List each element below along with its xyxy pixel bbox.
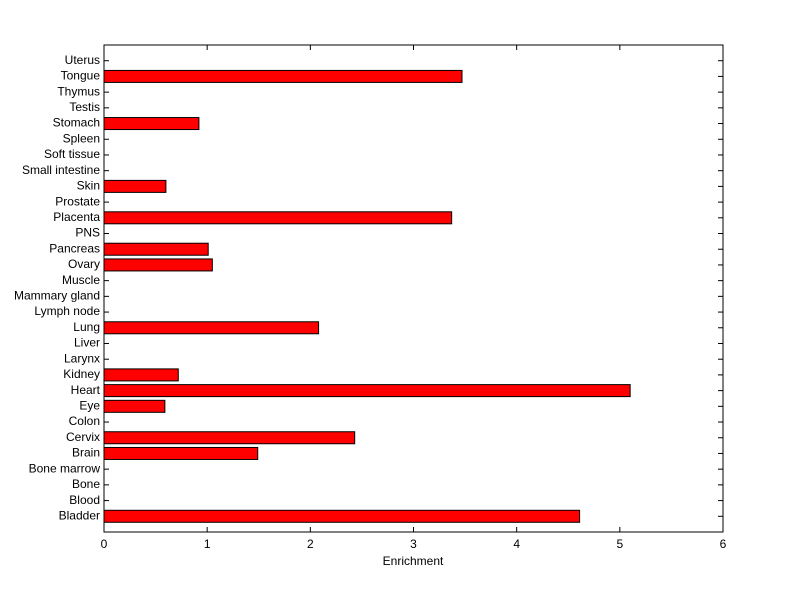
x-tick-label: 3 — [410, 537, 417, 551]
bar — [103, 117, 200, 131]
x-tick-label: 0 — [101, 537, 108, 551]
y-tick-label: Soft tissue — [44, 147, 100, 161]
y-tick-label: Colon — [69, 414, 100, 428]
bar — [103, 321, 320, 335]
bar — [103, 368, 179, 382]
y-tick-label: Placenta — [53, 210, 100, 224]
y-tick-label: Eye — [79, 398, 100, 412]
bar — [103, 384, 631, 398]
bar — [103, 258, 213, 272]
bar — [103, 179, 167, 193]
x-tick-label: 4 — [513, 537, 520, 551]
x-axis-label: Enrichment — [383, 554, 444, 568]
y-tick-label: Heart — [71, 383, 101, 397]
y-tick-label: Bladder — [59, 508, 100, 522]
y-tick-label: Tongue — [61, 69, 101, 83]
y-tick-label: Lung — [73, 320, 100, 334]
y-tick-label: Uterus — [65, 53, 100, 67]
y-tick-label: Thymus — [57, 84, 100, 98]
x-tick-label: 5 — [616, 537, 623, 551]
y-tick-label: Blood — [69, 493, 100, 507]
y-tick-label: Larynx — [64, 351, 100, 365]
y-tick-label: Testis — [69, 100, 100, 114]
x-tick-label: 1 — [204, 537, 211, 551]
y-tick-label: Lymph node — [34, 304, 100, 318]
y-tick-label: Liver — [74, 336, 100, 350]
bar — [103, 211, 453, 225]
y-tick-label: Brain — [72, 446, 100, 460]
bar — [103, 69, 463, 83]
y-tick-label: Cervix — [66, 430, 100, 444]
y-tick-label: Spleen — [63, 131, 100, 145]
y-tick-label: Skin — [77, 179, 100, 193]
y-tick-label: Mammary gland — [14, 289, 100, 303]
x-tick-label: 2 — [307, 537, 314, 551]
bar — [103, 509, 581, 523]
y-tick-label: Stomach — [53, 116, 100, 130]
y-tick-label: Ovary — [68, 257, 100, 271]
y-tick-label: Kidney — [63, 367, 100, 381]
bar — [103, 446, 259, 460]
bar — [103, 242, 209, 256]
y-tick-label: Bone marrow — [29, 461, 101, 475]
y-tick-label: Prostate — [55, 194, 100, 208]
y-tick-label: PNS — [75, 226, 100, 240]
y-tick-label: Small intestine — [22, 163, 100, 177]
bar — [103, 399, 166, 413]
bar — [103, 431, 356, 445]
y-tick-label: Muscle — [62, 273, 100, 287]
x-tick-label: 6 — [720, 537, 727, 551]
y-tick-label: Pancreas — [49, 241, 100, 255]
y-tick-label: Bone — [72, 477, 100, 491]
